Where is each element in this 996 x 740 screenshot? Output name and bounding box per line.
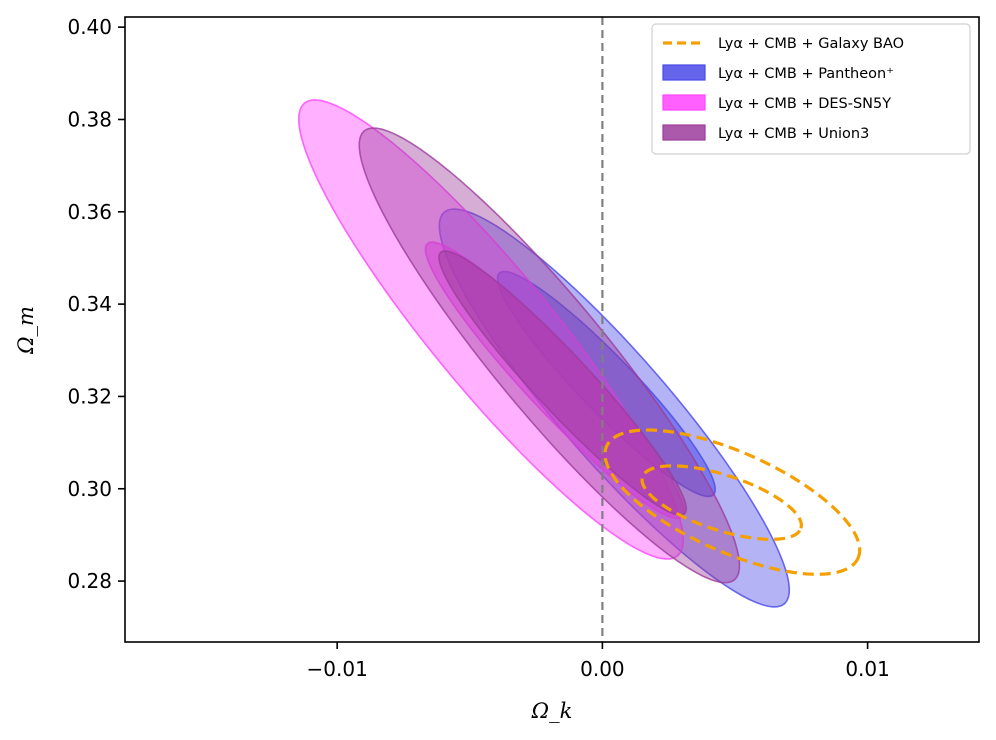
x-tick-label: 0.00 <box>580 657 625 681</box>
ticks-layer: −0.01 0.00 0.01 0.28 0.30 0.32 0.34 0.36 0.38 0.4… <box>67 15 889 681</box>
legend-entry-ly-cmb-pantheon: Lyα + CMB + Pantheon⁺ <box>662 64 894 82</box>
contour-ly-cmb-galaxy-bao-95-line <box>603 428 862 576</box>
y-tick-label: 0.38 <box>67 107 112 131</box>
x-tick-label: 0.01 <box>845 657 890 681</box>
legend-entry-ly-cmb-union3: Lyα + CMB + Union3 <box>662 124 869 142</box>
contour-ly-cmb-union3-68-fill <box>439 250 687 516</box>
y-tick-label: 0.36 <box>67 200 112 224</box>
y-tick-label: 0.30 <box>67 477 112 501</box>
contour-ly-cmb-pantheon-95-edge <box>438 208 791 608</box>
legend-swatch <box>662 64 706 81</box>
y-tick-label: 0.32 <box>67 384 112 408</box>
contour-ly-cmb-union3-95-edge <box>358 127 741 584</box>
series-ly-cmb-galaxy-bao <box>603 428 862 576</box>
y-tick-label: 0.28 <box>67 569 112 593</box>
legend: Lyα + CMB + Galaxy BAO Lyα + CMB + Panthe… <box>651 23 971 155</box>
legend-label: Lyα + CMB + Galaxy BAO <box>718 36 904 52</box>
y-axis-label: Ω_m <box>14 306 38 355</box>
legend-entry-ly-cmb-des-sn5y: Lyα + CMB + DES-SN5Y <box>662 94 891 112</box>
y-tick-label: 0.40 <box>67 15 112 39</box>
legend-label: Lyα + CMB + Union3 <box>718 126 869 142</box>
legend-label: Lyα + CMB + DES-SN5Y <box>718 96 891 112</box>
plot-frame <box>124 16 980 643</box>
legend-swatch <box>662 124 706 141</box>
x-axis-label: Ω_k <box>531 699 573 723</box>
x-tick-label: −0.01 <box>307 657 368 681</box>
legend-swatch <box>662 94 706 111</box>
contour-ly-cmb-des-sn5y-95-edge <box>297 99 685 560</box>
legend-label: Lyα + CMB + Pantheon⁺ <box>718 66 894 82</box>
contours-layer <box>297 99 862 608</box>
y-tick-label: 0.34 <box>67 292 112 316</box>
legend-box <box>651 23 971 155</box>
legend-entry-ly-cmb-galaxy-bao: Lyα + CMB + Galaxy BAO <box>663 36 904 52</box>
contour-ly-cmb-pantheon-68-fill <box>497 271 716 497</box>
